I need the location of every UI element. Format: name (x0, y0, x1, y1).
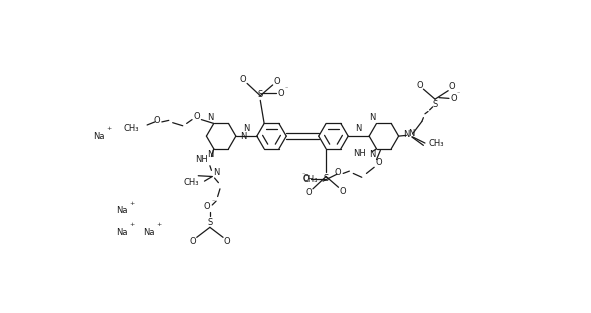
Text: Na: Na (144, 228, 155, 237)
Text: CH₃: CH₃ (303, 175, 319, 184)
Text: S: S (207, 218, 213, 227)
Text: ⁻: ⁻ (457, 93, 460, 98)
Text: N: N (213, 168, 219, 177)
Text: O: O (416, 81, 423, 90)
Text: O: O (203, 202, 210, 211)
Text: N: N (403, 130, 410, 139)
Text: O: O (449, 82, 456, 91)
Text: S: S (258, 90, 263, 99)
Text: S: S (433, 100, 438, 109)
Text: O: O (303, 174, 309, 183)
Text: O: O (193, 112, 200, 121)
Text: O: O (335, 168, 341, 177)
Text: +: + (129, 201, 135, 206)
Text: N: N (207, 151, 213, 159)
Text: NH: NH (353, 149, 366, 158)
Text: N: N (408, 129, 415, 138)
Text: O: O (375, 158, 382, 167)
Text: N: N (207, 113, 213, 122)
Text: O: O (306, 188, 313, 197)
Text: N: N (243, 124, 249, 133)
Text: NH: NH (195, 155, 207, 164)
Text: +: + (129, 222, 135, 227)
Text: O: O (340, 187, 346, 196)
Text: CH₃: CH₃ (428, 139, 444, 148)
Text: Na: Na (116, 206, 128, 215)
Text: Na: Na (93, 132, 105, 141)
Text: O: O (450, 94, 457, 103)
Text: O: O (154, 116, 161, 125)
Text: +: + (106, 126, 112, 131)
Text: CH₃: CH₃ (184, 178, 199, 187)
Text: S: S (323, 173, 329, 182)
Text: O: O (190, 237, 196, 246)
Text: O: O (223, 237, 230, 246)
Text: ⁻: ⁻ (301, 173, 304, 178)
Text: N: N (241, 132, 247, 141)
Text: Na: Na (116, 228, 128, 237)
Text: N: N (356, 124, 362, 133)
Text: ⁻: ⁻ (212, 200, 215, 205)
Text: O: O (273, 77, 280, 85)
Text: CH₃: CH₃ (123, 124, 138, 133)
Text: O: O (240, 75, 246, 84)
Text: +: + (157, 222, 162, 227)
Text: N: N (369, 113, 376, 122)
Text: N: N (369, 151, 376, 159)
Text: ⁻: ⁻ (284, 88, 287, 93)
Text: O: O (277, 89, 284, 98)
